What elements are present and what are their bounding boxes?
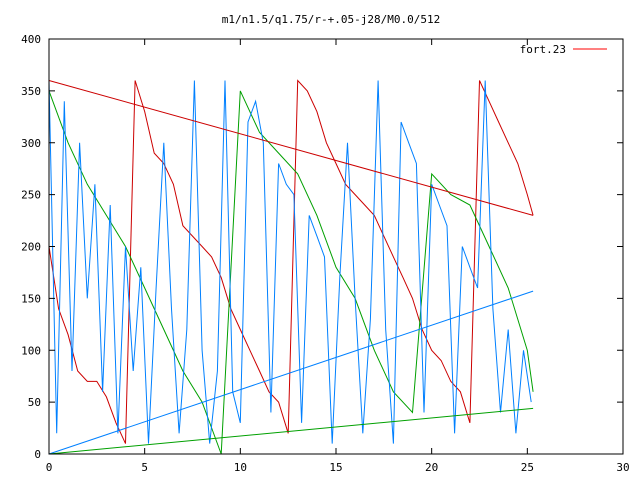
- y-tick-label: 400: [21, 33, 41, 46]
- x-tick-label: 25: [521, 461, 534, 474]
- axes: [48, 38, 624, 455]
- legend: fort.23: [520, 43, 607, 56]
- y-tick-label: 150: [21, 292, 41, 305]
- series-line-2: [48, 80, 532, 444]
- chart-title: m1/n1.5/q1.75/r-+.05-j28/M0.0/512: [222, 13, 441, 26]
- series-line-3: [48, 80, 534, 216]
- x-tick-label: 10: [234, 461, 247, 474]
- y-tick-label: 100: [21, 344, 41, 357]
- y-tick-label: 0: [34, 448, 41, 461]
- y-tick-label: 350: [21, 85, 41, 98]
- series-line-fort.23: [48, 79, 534, 444]
- legend-label: fort.23: [520, 43, 566, 56]
- y-tick-label: 50: [28, 396, 41, 409]
- x-tick-label: 30: [616, 461, 629, 474]
- series-line-1: [48, 90, 534, 455]
- plot-area: [48, 79, 534, 455]
- y-tick-label: 300: [21, 137, 41, 150]
- x-tick-label: 20: [425, 461, 438, 474]
- y-tick-label: 200: [21, 241, 41, 254]
- series-line-5: [48, 407, 534, 455]
- x-tick-label: 0: [46, 461, 53, 474]
- x-tick-label: 15: [329, 461, 342, 474]
- plot-border: [48, 38, 624, 455]
- y-tick-label: 250: [21, 189, 41, 202]
- series-line-4: [48, 290, 534, 455]
- x-tick-label: 5: [141, 461, 148, 474]
